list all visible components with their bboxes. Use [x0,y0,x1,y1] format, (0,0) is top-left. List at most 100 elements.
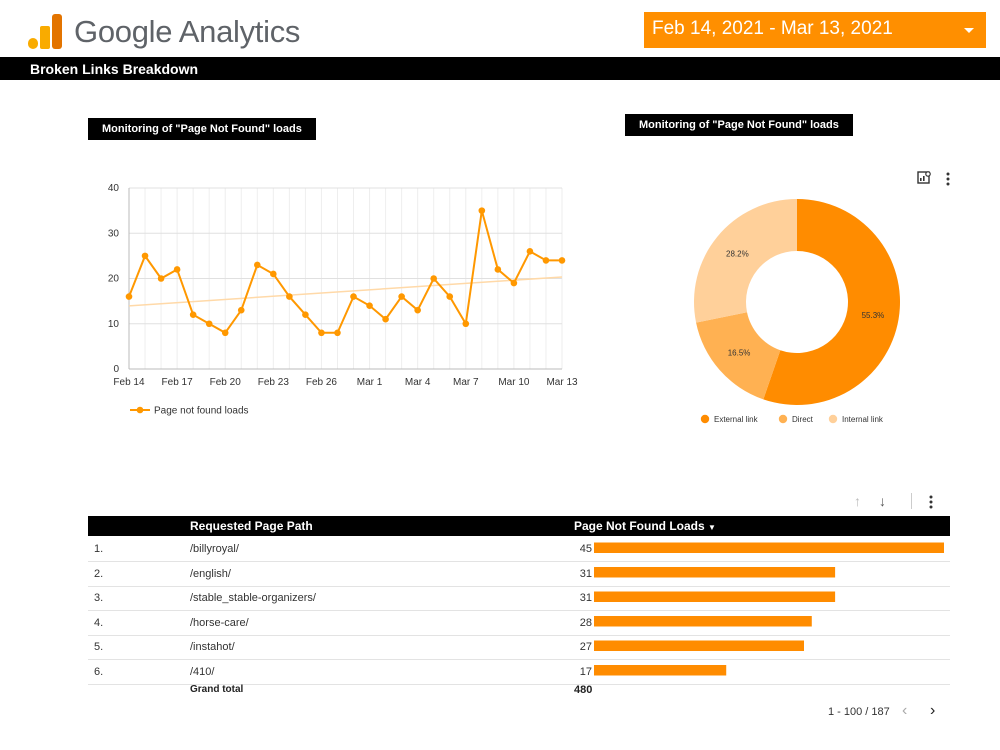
arrow-down-icon[interactable]: ↓ [879,493,886,509]
row-value: 17 [579,665,592,678]
row-path: /billyroyal/ [190,543,239,555]
data-point [205,320,213,328]
x-tick-label: Feb 23 [258,377,290,388]
row-value: 27 [579,641,592,653]
data-point [173,266,181,273]
y-tick-label: 40 [108,183,120,194]
row-value: 45 [579,543,592,555]
report-title: Broken Links Breakdown [30,61,199,77]
row-path: /410/ [190,665,215,678]
x-tick-label: Mar 1 [357,377,383,388]
grand-total-label: Grand total [190,684,244,695]
more-vert-icon[interactable] [944,171,952,187]
google-analytics-logo [26,12,316,54]
data-point [558,257,566,264]
explore-chart-icon[interactable] [916,170,932,186]
legend-dot [700,414,710,424]
column-header-path[interactable]: Requested Page Path [190,519,313,533]
table-bars [594,542,944,676]
table-row[interactable]: 4. /horse-care/28 [88,611,950,636]
table-bar [594,567,836,578]
data-point [125,293,133,300]
data-point [462,320,470,328]
data-point [350,293,357,300]
chevron-right-icon[interactable]: › [930,702,936,719]
logo-text: Google Analytics [74,14,301,49]
chevron-down-icon [964,28,974,33]
table-header: Requested Page Path Page Not Found Loads… [88,516,950,536]
x-tick-label: Mar 4 [405,377,431,388]
table-bar [594,591,836,602]
table-row[interactable]: 1. /billyroyal/45 [88,537,950,562]
data-point [526,248,534,255]
data-point [510,279,518,287]
row-index: 6. [94,665,104,678]
slice-label: 55.3% [862,311,885,320]
donut-slice [696,312,781,400]
caret-down-icon: ▼ [708,523,716,532]
arrow-up-icon[interactable]: ↑ [854,493,861,509]
row-path: /stable_stable-organizers/ [190,592,316,604]
x-tick-label: Mar 10 [498,377,530,388]
data-point [318,329,325,337]
x-tick-label: Feb 20 [210,377,242,388]
table-row[interactable]: 5. /instahot/27 [88,635,950,660]
table-row[interactable]: 2. /english/31 [88,562,950,587]
donut-chart[interactable]: 55.3% 16.5% 28.2% External link Direct Intern… [660,180,960,440]
data-point [221,329,229,337]
column-header-loads[interactable]: Page Not Found Loads ▼ [574,519,716,533]
row-index: 4. [94,616,104,629]
line-chart[interactable]: 0 10 20 30 40 Feb 14 Feb 17 Feb 20 Feb 23 Feb 26 M… [100,180,600,430]
legend-label: Internal link [842,415,884,424]
data-point [253,261,261,269]
data-point [334,329,341,337]
row-path: /english/ [190,567,231,580]
pagination-text: 1 - 100 / 187 [828,706,890,718]
data-point [141,252,149,260]
analytics-logo-icon [28,14,62,49]
data-point [494,266,502,273]
x-tick-label: Feb 14 [113,377,145,388]
row-path: /horse-care/ [190,616,249,629]
y-tick-label: 0 [113,364,119,375]
row-index: 1. [94,543,104,555]
trendline [128,276,563,307]
data-point [478,207,486,214]
donut-slice [763,199,901,405]
legend-label: Page not found loads [154,406,249,417]
legend-point-marker [136,406,144,414]
more-vert-icon[interactable] [927,494,935,510]
data-point [542,257,550,264]
data-point [157,275,165,282]
slice-label: 16.5% [728,349,751,358]
date-range-picker[interactable]: Feb 14, 2021 - Mar 13, 2021 [644,12,986,48]
data-point [414,306,421,314]
x-tick-label: Feb 26 [306,377,338,388]
y-tick-label: 30 [108,228,120,239]
column-header-loads-label: Page Not Found Loads [574,519,705,533]
grand-total-value: 480 [574,684,593,696]
chevron-left-icon[interactable]: ‹ [902,702,908,719]
data-point [237,306,245,314]
row-value: 28 [579,616,592,629]
legend-dot [828,414,838,424]
data-point [270,270,277,278]
table-row[interactable]: 3. /stable_stable-organizers/31 [88,586,950,611]
data-point [189,311,197,318]
row-value: 31 [579,592,592,604]
report-title-bar: Broken Links Breakdown [0,57,1000,80]
table-bar [594,542,944,553]
donut-chart-title: Monitoring of "Page Not Found" loads [625,114,853,136]
data-point [430,275,438,282]
date-range-label: Feb 14, 2021 - Mar 13, 2021 [652,18,893,39]
table-row[interactable]: 6. /410/17 [88,660,950,685]
table-bar [594,640,804,651]
x-tick-label: Mar 13 [546,377,578,388]
data-point [366,302,373,309]
data-point [446,293,454,300]
line-chart-title: Monitoring of "Page Not Found" loads [88,118,316,140]
x-tick-label: Mar 7 [453,377,479,388]
legend-dot [778,414,788,424]
divider [911,493,912,509]
row-index: 3. [94,592,104,604]
